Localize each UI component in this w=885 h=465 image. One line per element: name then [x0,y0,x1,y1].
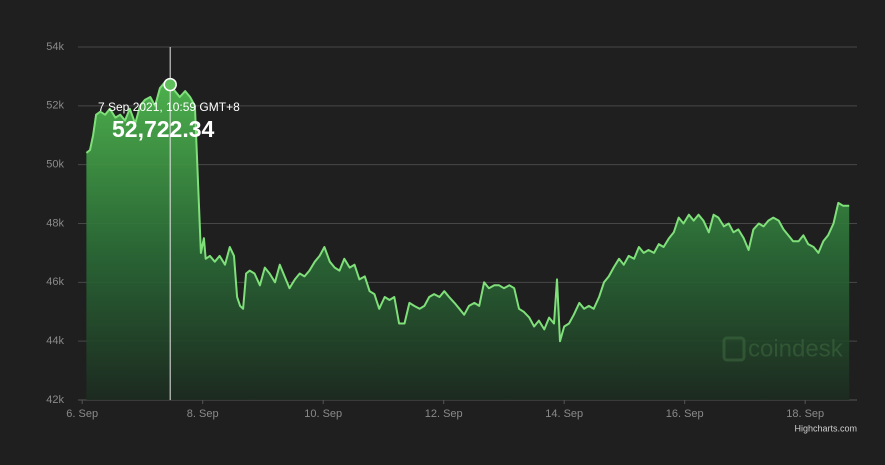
area-fill [86,82,850,401]
x-tick-label: 6. Sep [66,408,98,420]
x-tick-label: 14. Sep [545,408,583,420]
plot-area [85,81,850,401]
y-tick-label: 52k [46,100,64,112]
credits: Highcharts.com [794,423,857,433]
hover-marker [163,77,177,92]
y-tick-label: 48k [46,217,64,229]
tooltip-date: 7 Sep 2021, 10:59 GMT+8 [98,100,240,114]
watermark: coindesk [748,335,844,362]
watermark-group: coindesk [722,335,844,362]
x-tick-label: 10. Sep [304,408,342,420]
y-tick-label: 46k [46,276,64,288]
tooltip-value: 52,722.34 [112,116,215,142]
watermark-icon [722,336,746,362]
y-tick-label: 50k [46,159,64,171]
x-tick-label: 8. Sep [187,408,219,420]
y-tick-label: 44k [46,335,64,347]
x-tick-label: 18. Sep [786,408,824,420]
x-tick-label: 16. Sep [666,408,704,420]
x-tick-label: 12. Sep [425,408,463,420]
tooltip-layer: 7 Sep 2021, 10:59 GMT+8 52,722.34 [98,47,240,400]
y-tick-label: 54k [46,41,64,53]
price-line [85,81,850,343]
y-tick-label: 42k [46,394,64,406]
